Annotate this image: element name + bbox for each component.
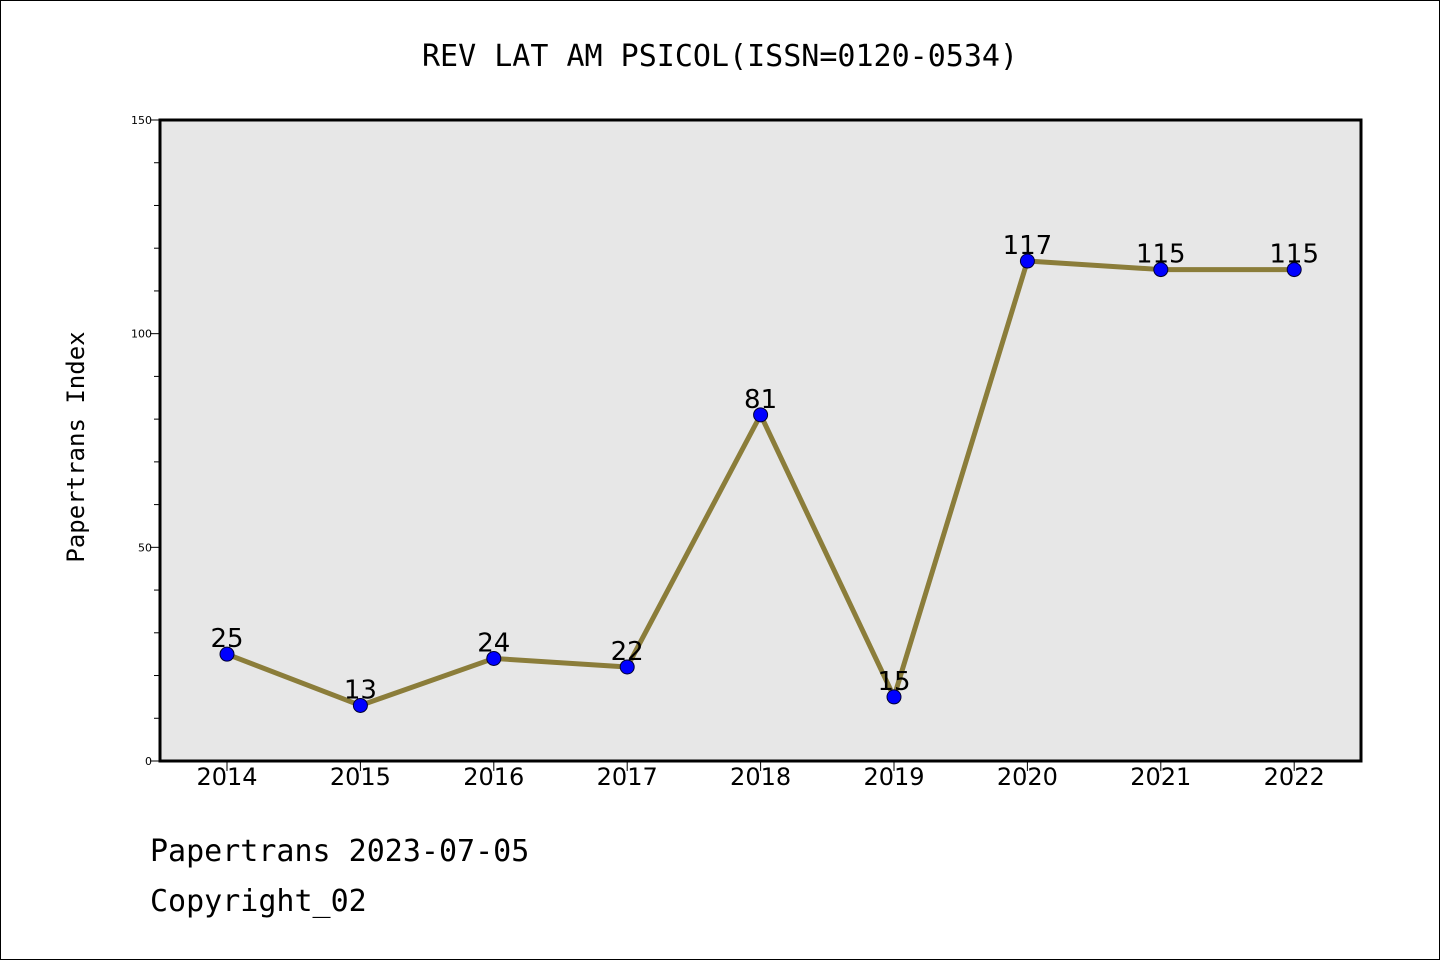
data-point xyxy=(1286,262,1302,278)
x-tick-label: 2019 xyxy=(863,763,924,791)
x-tick-label: 2022 xyxy=(1264,763,1325,791)
data-point xyxy=(486,650,502,666)
data-point xyxy=(886,689,902,705)
y-axis-label: Papertrans Index xyxy=(62,331,90,562)
x-tick-label: 2018 xyxy=(730,763,791,791)
data-point xyxy=(219,646,235,662)
x-tick-label: 2017 xyxy=(597,763,658,791)
plot-area xyxy=(160,120,1361,761)
footer-source-date: Papertrans 2023-07-05 xyxy=(150,834,530,869)
data-point xyxy=(352,697,368,713)
y-tick-label: 50 xyxy=(138,541,152,554)
x-tick-label: 2021 xyxy=(1130,763,1191,791)
x-tick-label: 2014 xyxy=(196,763,257,791)
chart-title: REV LAT AM PSICOL(ISSN=0120-0534) xyxy=(422,39,1018,74)
data-point xyxy=(1019,253,1035,269)
axis-ticks: 0 50 100 150 2014 2015 2016 2017 2018 2019 2020 202… xyxy=(131,114,1325,791)
x-tick-label: 2020 xyxy=(997,763,1058,791)
plot-border xyxy=(158,118,1363,763)
x-tick-label: 2016 xyxy=(463,763,524,791)
x-tick-label: 2015 xyxy=(330,763,391,791)
y-tick-label: 150 xyxy=(131,114,152,127)
data-point xyxy=(753,407,769,423)
y-tick-label: 0 xyxy=(145,755,152,768)
data-point xyxy=(619,659,635,675)
data-point xyxy=(1153,262,1169,278)
y-tick-label: 100 xyxy=(131,328,152,341)
footer-copyright: Copyright_02 xyxy=(150,884,367,919)
